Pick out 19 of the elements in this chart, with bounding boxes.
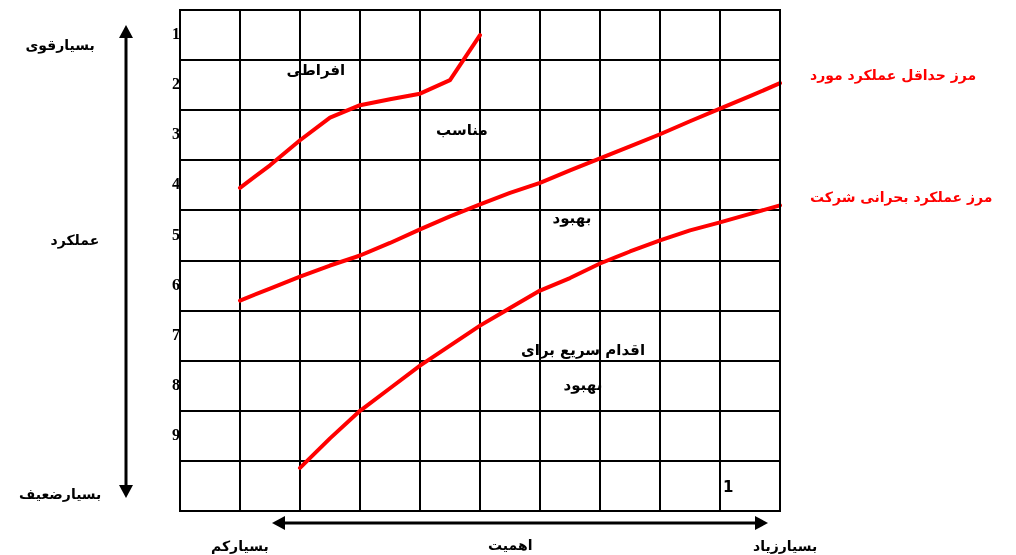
text: مرز عملکرد بحرانی شرکت	[810, 189, 993, 206]
y-tick-label: 4	[172, 175, 180, 193]
text: عملکرد	[50, 232, 100, 248]
y-tick-label: 3	[172, 125, 180, 143]
text: بسیارضعیف	[19, 486, 102, 502]
text: بسیارزیاد	[753, 538, 818, 554]
x-axis-title: اهمیت	[488, 537, 533, 553]
y-tick-label: 2	[172, 75, 180, 93]
y-tick-label: 8	[172, 375, 180, 393]
y-tick-label: 7	[172, 325, 180, 343]
y-tick-label: 1	[172, 25, 180, 43]
y-tick-label: 9	[172, 425, 180, 443]
text: بسیارکم	[211, 538, 269, 554]
y-tick-label: 6	[172, 275, 180, 293]
annotation: بهبود	[552, 209, 592, 227]
y-tick-label: 5	[172, 225, 180, 243]
annotation: 1	[723, 478, 734, 496]
text: بسیارقوی	[25, 37, 95, 53]
text: مرز حداقل عملکرد مورد	[810, 67, 977, 84]
